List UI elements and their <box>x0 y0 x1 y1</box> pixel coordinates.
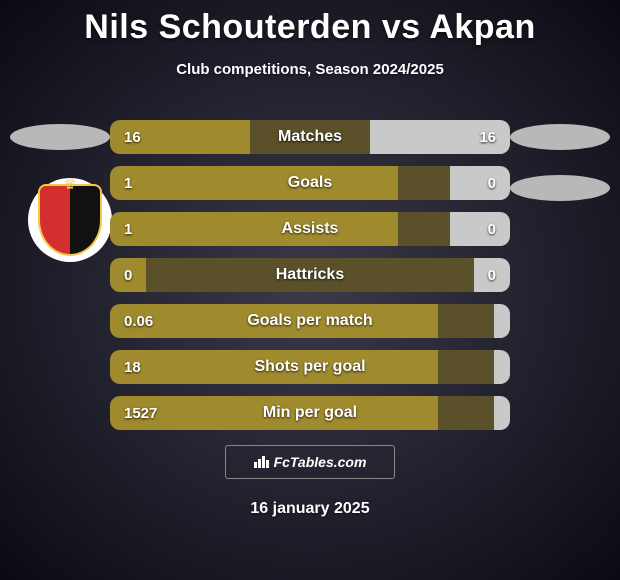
stat-bar-right-fill <box>450 166 510 200</box>
stat-bar-mid-fill <box>438 350 494 384</box>
stat-value-left: 1 <box>124 166 132 200</box>
stat-value-right: 0 <box>488 212 496 246</box>
stats-bar-group: Matches1616Goals10Assists10Hattricks00Go… <box>110 120 510 442</box>
stat-value-left: 16 <box>124 120 141 154</box>
stat-bar-track <box>110 304 510 338</box>
stat-bar-track <box>110 166 510 200</box>
comparison-title: Nils Schouterden vs Akpan <box>0 0 620 47</box>
stat-bar-left-fill <box>110 304 438 338</box>
stat-bar-mid-fill <box>250 120 370 154</box>
stat-bar-left-fill <box>110 350 438 384</box>
watermark-text: FcTables.com <box>274 454 367 470</box>
stat-value-left: 0 <box>124 258 132 292</box>
generation-date: 16 january 2025 <box>0 500 620 518</box>
stat-bar-mid-fill <box>438 304 494 338</box>
chart-icon <box>254 454 270 471</box>
stat-row: Goals per match0.06 <box>110 304 510 338</box>
watermark-badge: FcTables.com <box>225 445 395 479</box>
stat-row: Shots per goal18 <box>110 350 510 384</box>
stat-row: Min per goal1527 <box>110 396 510 430</box>
stat-bar-left-fill <box>110 396 438 430</box>
stat-bar-right-fill <box>494 304 510 338</box>
stat-bar-left-fill <box>110 166 398 200</box>
comparison-subtitle: Club competitions, Season 2024/2025 <box>0 61 620 78</box>
stat-row: Goals10 <box>110 166 510 200</box>
stat-bar-right-fill <box>494 350 510 384</box>
stat-bar-track <box>110 212 510 246</box>
stat-value-left: 1527 <box>124 396 157 430</box>
stat-value-right: 0 <box>488 258 496 292</box>
club-logo-left: ♛ <box>28 178 112 262</box>
club-shield-icon: ♛ <box>38 184 102 256</box>
stat-bar-track <box>110 396 510 430</box>
stat-row: Assists10 <box>110 212 510 246</box>
stat-value-right: 16 <box>479 120 496 154</box>
stat-bar-track <box>110 120 510 154</box>
stat-value-left: 1 <box>124 212 132 246</box>
stat-value-left: 0.06 <box>124 304 153 338</box>
stat-value-left: 18 <box>124 350 141 384</box>
stat-bar-right-fill <box>450 212 510 246</box>
player-right-club-placeholder <box>510 175 610 201</box>
crown-icon: ♛ <box>64 176 77 193</box>
stat-bar-track <box>110 350 510 384</box>
stat-bar-right-fill <box>494 396 510 430</box>
stat-row: Matches1616 <box>110 120 510 154</box>
stat-bar-mid-fill <box>398 166 450 200</box>
player-right-placeholder <box>510 124 610 150</box>
stat-bar-mid-fill <box>438 396 494 430</box>
stat-value-right: 0 <box>488 166 496 200</box>
stat-row: Hattricks00 <box>110 258 510 292</box>
stat-bar-mid-fill <box>398 212 450 246</box>
stat-bar-track <box>110 258 510 292</box>
stat-bar-mid-fill <box>146 258 474 292</box>
stat-bar-left-fill <box>110 212 398 246</box>
player-left-placeholder <box>10 124 110 150</box>
